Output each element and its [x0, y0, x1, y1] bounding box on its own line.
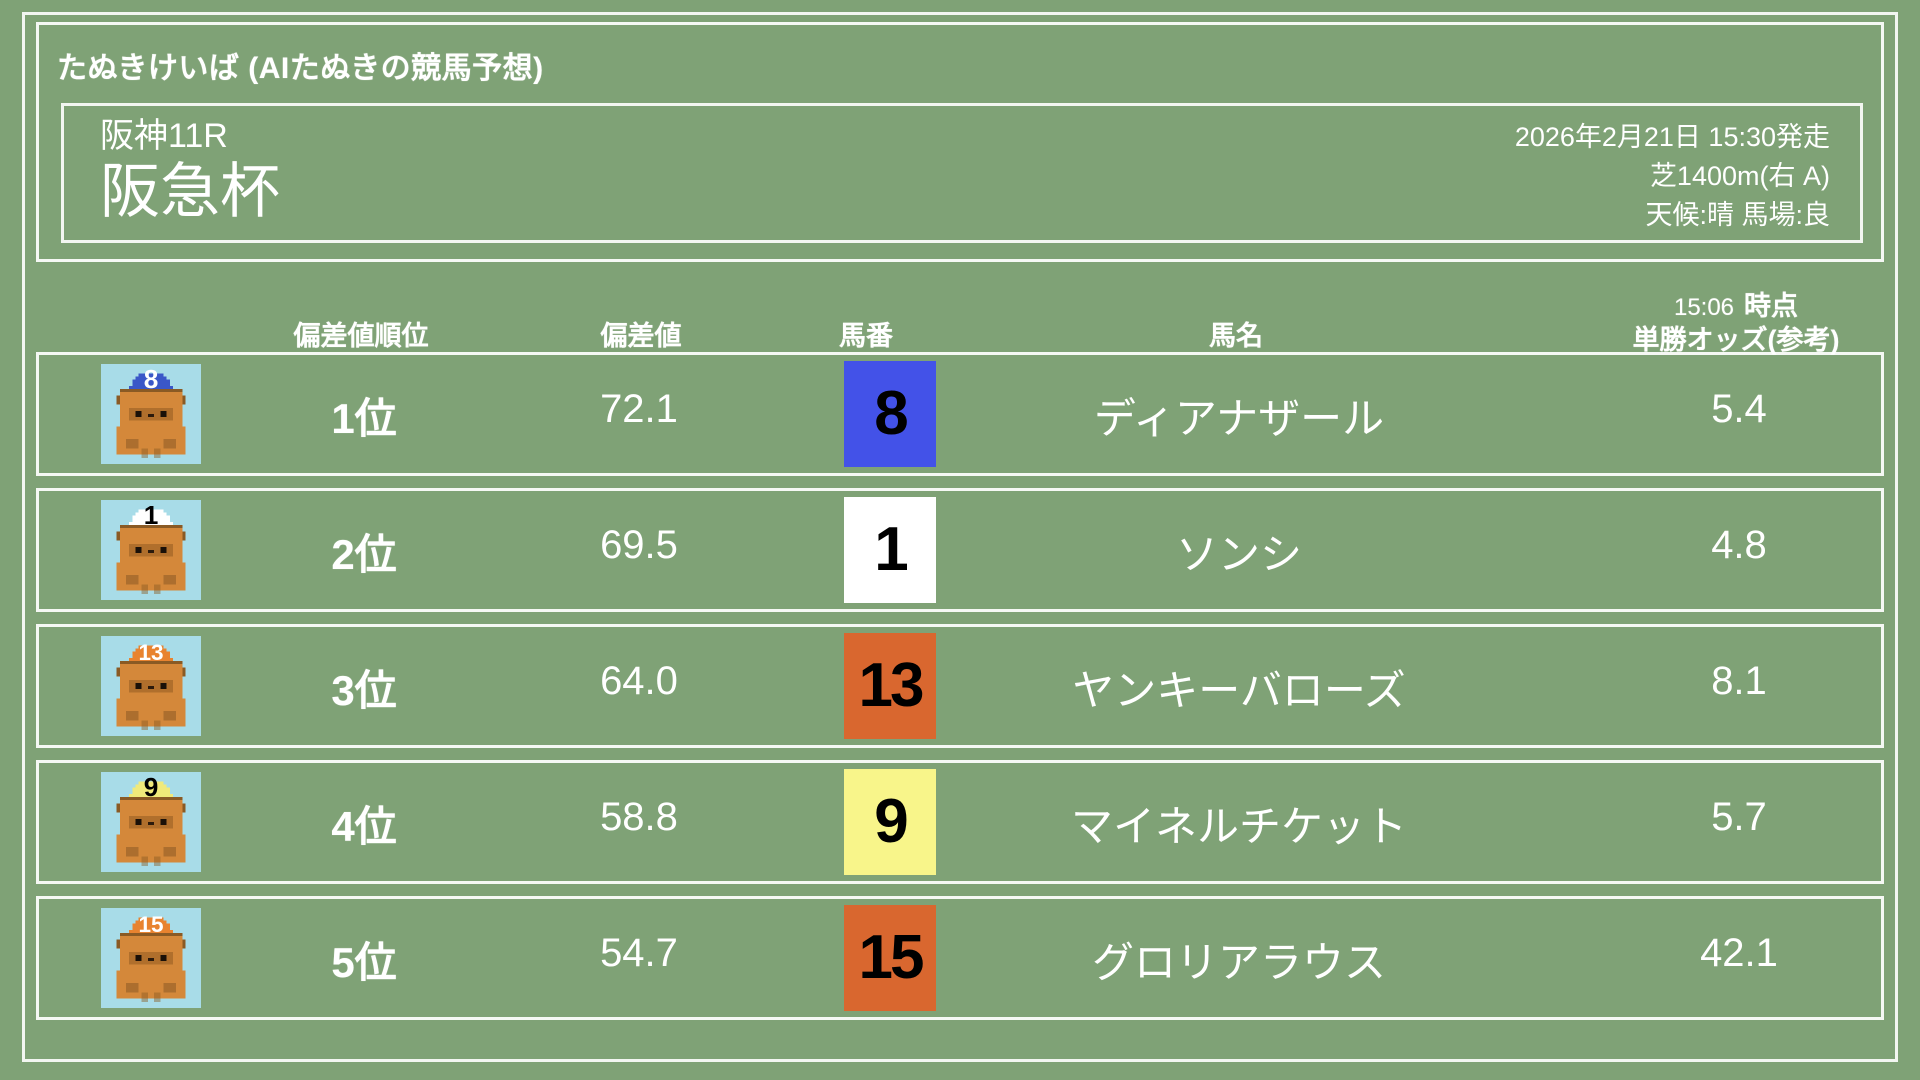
- race-title: 阪急杯: [100, 157, 280, 225]
- tanuki-avatar-icon: 15: [101, 908, 201, 1008]
- column-header-odds: 15:06 時点 単勝オッズ(参考): [1591, 290, 1881, 358]
- tanuki-avatar-icon: 1: [101, 500, 201, 600]
- cell-deviation: 54.7: [600, 931, 678, 975]
- cell-horse-name: グロリアラウス: [1091, 939, 1386, 986]
- race-info-panel: 阪神11R 阪急杯 2026年2月21日 15:30発走 芝1400m(右 A)…: [61, 103, 1863, 243]
- horse-number-badge: 15: [844, 905, 936, 1011]
- table-row[interactable]: 13 3位 64.0 13 ヤンキーバローズ 8.1: [36, 624, 1884, 748]
- outer-frame: [22, 12, 1898, 1062]
- cell-horse-name: ディアナザール: [1093, 395, 1385, 442]
- race-identity: 阪神11R 阪急杯: [100, 116, 280, 225]
- column-header-rank: 偏差値順位: [293, 321, 429, 351]
- race-course-and-number: 阪神11R: [100, 117, 228, 155]
- cell-odds: 4.8: [1711, 523, 1767, 567]
- tanuki-avatar-icon: 8: [101, 364, 201, 464]
- cell-odds: 5.7: [1711, 795, 1767, 839]
- odds-jiten-label: 時点: [1744, 291, 1799, 321]
- cell-deviation: 64.0: [600, 659, 678, 703]
- horse-number-badge: 13: [844, 633, 936, 739]
- cell-rank: 5位: [331, 939, 397, 986]
- race-conditions: 天候:晴 馬場:良: [1645, 200, 1830, 231]
- svg-text:9: 9: [144, 772, 159, 802]
- table-row[interactable]: 1 2位 69.5 1 ソンシ 4.8: [36, 488, 1884, 612]
- race-datetime: 2026年2月21日 15:30発走: [1514, 122, 1830, 152]
- cell-rank: 1位: [331, 395, 397, 442]
- column-header-horse-number: 馬番: [839, 321, 893, 351]
- odds-label: 単勝オッズ(参考): [1632, 324, 1840, 355]
- tanuki-avatar-icon: 13: [101, 636, 201, 736]
- tanuki-avatar-icon: 9: [101, 772, 201, 872]
- cell-rank: 2位: [331, 531, 397, 578]
- svg-text:1: 1: [144, 500, 159, 530]
- horse-number-badge: 9: [844, 769, 936, 875]
- horse-number-badge: 8: [844, 361, 936, 467]
- table-header-row: 偏差値順位 偏差値 馬番 馬名 15:06 時点 単勝オッズ(参考): [36, 280, 1884, 355]
- cell-odds: 42.1: [1700, 931, 1778, 975]
- cell-odds: 5.4: [1711, 387, 1767, 431]
- horse-number-badge: 1: [844, 497, 936, 603]
- race-track: 芝1400m(右 A): [1649, 161, 1830, 192]
- svg-text:8: 8: [144, 364, 159, 394]
- table-row[interactable]: 9 4位 58.8 9 マイネルチケット 5.7: [36, 760, 1884, 884]
- cell-horse-name: マイネルチケット: [1070, 803, 1407, 850]
- table-body: 8 1位 72.1 8 ディアナザール 5.4: [36, 352, 1884, 1020]
- odds-timestamp: 15:06: [1673, 294, 1735, 321]
- cell-deviation: 72.1: [600, 387, 678, 431]
- cell-horse-name: ソンシ: [1175, 531, 1302, 578]
- cell-deviation: 58.8: [600, 795, 678, 839]
- svg-text:13: 13: [138, 640, 163, 665]
- cell-rank: 4位: [331, 803, 397, 850]
- header-panel: たぬきけいば (AIたぬきの競馬予想) 阪神11R 阪急杯 2026年2月21日…: [36, 22, 1884, 262]
- cell-deviation: 69.5: [600, 523, 678, 567]
- cell-horse-name: ヤンキーバローズ: [1072, 667, 1406, 714]
- prediction-table: 偏差値順位 偏差値 馬番 馬名 15:06 時点 単勝オッズ(参考): [36, 280, 1884, 1032]
- cell-odds: 8.1: [1711, 659, 1767, 703]
- column-header-horse-name: 馬名: [1209, 321, 1263, 351]
- table-row[interactable]: 8 1位 72.1 8 ディアナザール 5.4: [36, 352, 1884, 476]
- table-row[interactable]: 15 5位 54.7 15 グロリアラウス 42.1: [36, 896, 1884, 1020]
- cell-rank: 3位: [331, 667, 397, 714]
- site-title: たぬきけいば (AIたぬきの競馬予想): [57, 52, 544, 85]
- svg-text:15: 15: [138, 912, 163, 937]
- race-meta: 2026年2月21日 15:30発走 芝1400m(右 A) 天候:晴 馬場:良: [1515, 118, 1830, 235]
- column-header-deviation: 偏差値: [600, 321, 682, 351]
